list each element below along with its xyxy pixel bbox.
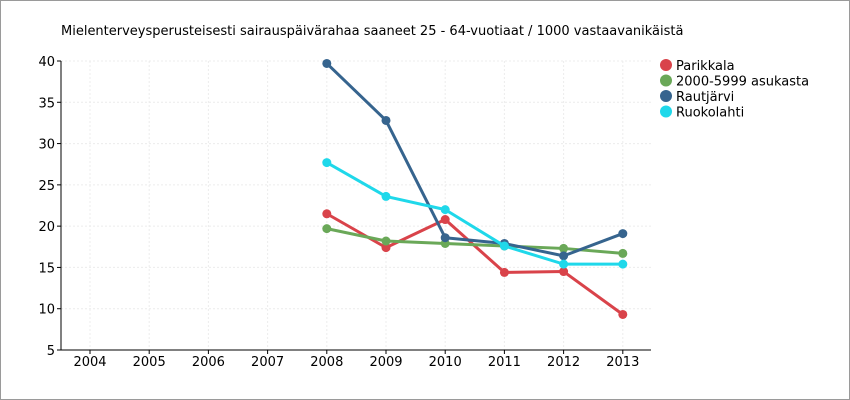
- data-point: [440, 215, 450, 225]
- y-tick-label: 35: [38, 96, 55, 111]
- legend-label: Rautjärvi: [676, 90, 734, 105]
- legend-marker: [660, 105, 672, 118]
- y-tick-label: 15: [38, 261, 55, 276]
- chart-title: Mielenterveysperusteisesti sairauspäivär…: [61, 24, 684, 39]
- data-point: [440, 233, 450, 243]
- x-tick-label: 2013: [606, 355, 639, 370]
- data-point: [381, 236, 391, 246]
- x-tick-label: 2004: [73, 355, 106, 370]
- x-tick-label: 2007: [251, 355, 284, 370]
- data-point: [381, 115, 391, 125]
- data-point: [322, 209, 332, 219]
- data-point: [618, 259, 628, 269]
- data-point: [381, 191, 391, 201]
- data-point: [559, 251, 569, 261]
- series-group: [322, 58, 628, 319]
- x-tick-label: 2006: [192, 355, 225, 370]
- data-point: [440, 205, 450, 215]
- legend-marker: [660, 59, 672, 71]
- data-point: [381, 243, 391, 253]
- y-tick-label: 10: [38, 303, 55, 318]
- x-tick-label: 2008: [310, 355, 343, 370]
- axes: [60, 61, 651, 351]
- x-axis-ticks: 2004 2005 2006 2007 2008 2009 2010 2011 2012 2013: [73, 350, 639, 370]
- legend-marker: [660, 74, 672, 87]
- data-point: [559, 267, 569, 277]
- x-tick-label: 2010: [429, 355, 462, 370]
- data-point: [559, 243, 569, 253]
- data-point: [322, 224, 332, 234]
- y-tick-label: 30: [38, 138, 55, 153]
- series-line-2: [325, 61, 625, 258]
- data-point: [618, 229, 628, 239]
- y-axis-ticks: 5 10 15 20 25 30 35 40: [38, 55, 61, 359]
- x-tick-label: 2009: [369, 355, 402, 370]
- data-point: [322, 58, 332, 68]
- y-tick-label: 40: [38, 55, 55, 70]
- series-line-3: [325, 161, 625, 266]
- x-tick-label: 2005: [133, 355, 166, 370]
- legend-label: 2000-5999 asukasta: [676, 75, 809, 90]
- y-tick-label: 25: [38, 179, 55, 194]
- data-point: [618, 248, 628, 258]
- x-tick-label: 2011: [488, 355, 521, 370]
- y-tick-label: 5: [47, 344, 55, 359]
- legend-label: Ruokolahti: [676, 106, 744, 121]
- series-line-1: [325, 227, 625, 255]
- data-point: [322, 158, 332, 168]
- y-tick-label: 20: [38, 220, 55, 235]
- data-point: [559, 259, 569, 269]
- legend-label: Parikkala: [676, 59, 735, 74]
- x-tick-label: 2012: [547, 355, 580, 370]
- data-point: [499, 241, 509, 251]
- legend-marker: [660, 90, 672, 102]
- data-point: [618, 309, 628, 319]
- data-point: [499, 267, 509, 277]
- grid: [61, 60, 651, 351]
